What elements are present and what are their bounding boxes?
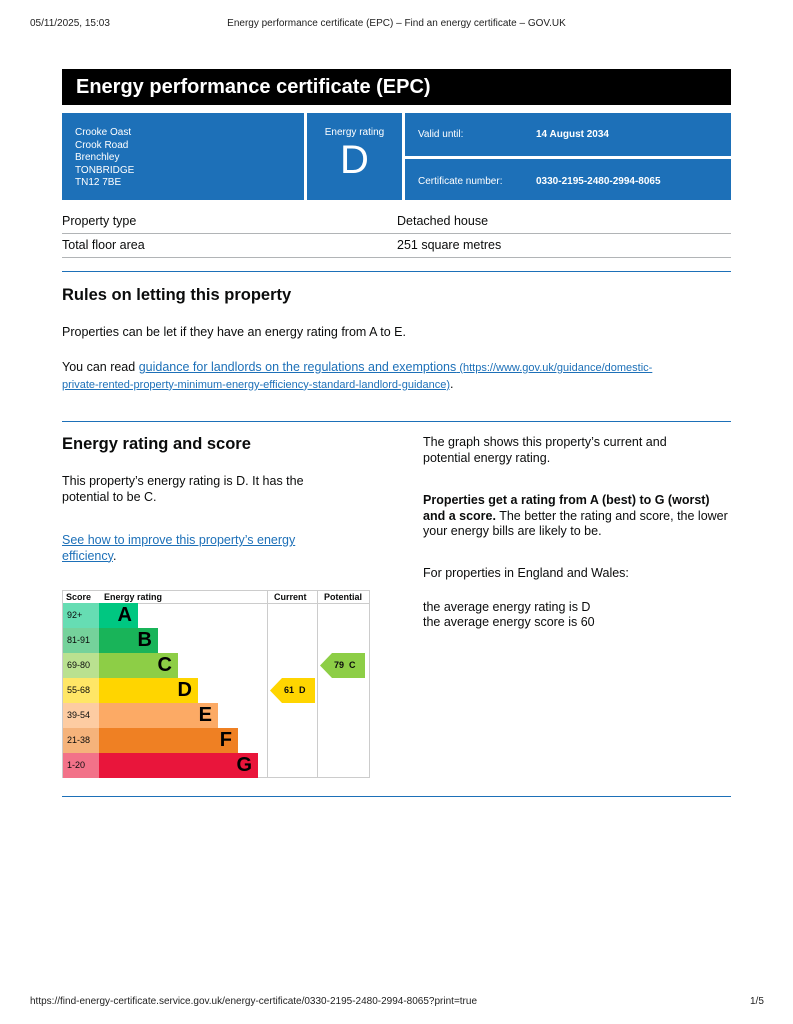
certificate-number-value: 0330-2195-2480-2994-8065	[536, 176, 661, 187]
print-title: Energy performance certificate (EPC) – F…	[227, 18, 566, 29]
band-score-A: 92+	[63, 603, 99, 628]
rating-rest: The better the rating and score, the low…	[423, 508, 728, 539]
band-bar-A: A	[99, 603, 138, 628]
page-number: 1/5	[750, 996, 764, 1007]
energy-score-heading: Energy rating and score	[62, 435, 251, 453]
property-type-label: Property type	[62, 214, 137, 228]
valid-until-label: Valid until:	[418, 129, 464, 140]
band-score-label: 55-68	[67, 685, 91, 695]
band-bar-G: G	[99, 753, 258, 778]
band-score-label: 81-91	[67, 635, 91, 645]
rating-bold: Properties get a rating from A (best) to…	[423, 493, 710, 523]
link-url: private-rented-property-minimum-energy-e…	[62, 378, 451, 391]
address-line: Brenchley	[75, 152, 120, 163]
rules-text: Properties can be let if they have an en…	[62, 325, 406, 339]
band-score-label: 69-80	[67, 660, 91, 670]
address-line: Crooke Oast	[75, 127, 132, 138]
print-url: https://find-energy-certificate.service.…	[30, 996, 478, 1007]
energy-rating-value: D	[340, 138, 369, 182]
band-bar-F: F	[99, 728, 238, 753]
property-type-row: Property type Detached house	[62, 209, 731, 234]
graph-text: The graph shows this property’s current …	[423, 435, 667, 465]
band-bar-B: B	[99, 628, 158, 653]
average-rating: the average energy rating is D	[423, 600, 591, 614]
header-current: Current	[274, 592, 307, 602]
header-energy-rating: Energy rating	[104, 592, 163, 602]
page-title: Energy performance certificate (EPC)	[62, 69, 731, 105]
band-score-C: 69-80	[63, 653, 99, 678]
band-score-E: 39-54	[63, 703, 99, 728]
address-line: TN12 7BE	[75, 177, 122, 188]
floor-area-row: Total floor area 251 square metres	[62, 233, 731, 258]
suffix: .	[112, 548, 117, 563]
divider	[62, 271, 731, 272]
current-rating-arrow: 61 D	[270, 678, 315, 703]
england-text: For properties in England and Wales:	[423, 566, 629, 580]
address-line: TONBRIDGE	[75, 164, 135, 176]
energy-rating-label: Energy rating	[324, 127, 385, 138]
link-text: guidance for landlords on the regulation…	[138, 360, 457, 374]
average-score: the average energy score is 60	[423, 615, 595, 629]
energy-rating-box: Energy rating D	[307, 113, 402, 200]
band-score-B: 81-91	[63, 628, 99, 653]
improve-paragraph: See how to improve this property’s energ…	[62, 533, 332, 564]
band-bar-D: D	[99, 678, 198, 703]
potential-rating-arrow: 79 C	[320, 653, 365, 678]
header-potential: Potential	[324, 592, 363, 602]
floor-area-value: 251 square metres	[397, 238, 502, 252]
energy-rating-chart: Score Energy rating Current Potential 92…	[62, 590, 370, 778]
improve-efficiency-link[interactable]: See how to improve this property’s energ…	[62, 533, 296, 563]
landlord-guidance-link[interactable]: guidance for landlords on the regulation…	[62, 360, 652, 391]
address: Crooke Oast Crook Road Brenchley TONBRID…	[62, 113, 304, 200]
divider	[62, 796, 731, 797]
floor-area-label: Total floor area	[62, 238, 145, 252]
guidance-prefix: You can read	[62, 360, 139, 374]
print-datetime: 05/11/2025, 15:03	[30, 18, 110, 29]
valid-until-value: 14 August 2034	[536, 129, 609, 140]
band-score-G: 1-20	[63, 753, 99, 778]
band-score-D: 55-68	[63, 678, 99, 703]
band-score-label: 21-38	[67, 735, 91, 745]
certificate-number: Certificate number: 0330-2195-2480-2994-…	[405, 159, 731, 200]
band-bar-C: C	[99, 653, 178, 678]
energy-score-text: This property’s energy rating is D. It h…	[62, 474, 304, 504]
suffix: .	[450, 376, 454, 391]
header-score: Score	[66, 592, 92, 602]
band-score-label: 1-20	[67, 760, 86, 770]
property-type-value: Detached house	[397, 214, 489, 228]
divider	[62, 421, 731, 422]
rating-explanation: Properties get a rating from A (best) to…	[423, 493, 733, 540]
band-score-label: 39-54	[67, 710, 91, 720]
address-line: Crook Road	[75, 139, 129, 151]
band-bar-E: E	[99, 703, 218, 728]
certificate-number-label: Certificate number:	[418, 176, 503, 187]
link-url: (https://www.gov.uk/guidance/domestic-	[456, 362, 653, 374]
rules-heading: Rules on letting this property	[62, 286, 292, 304]
band-score-F: 21-38	[63, 728, 99, 753]
band-score-label: 92+	[67, 610, 83, 620]
rules-guidance: You can read guidance for landlords on t…	[62, 360, 722, 393]
valid-until: Valid until: 14 August 2034	[405, 113, 731, 156]
